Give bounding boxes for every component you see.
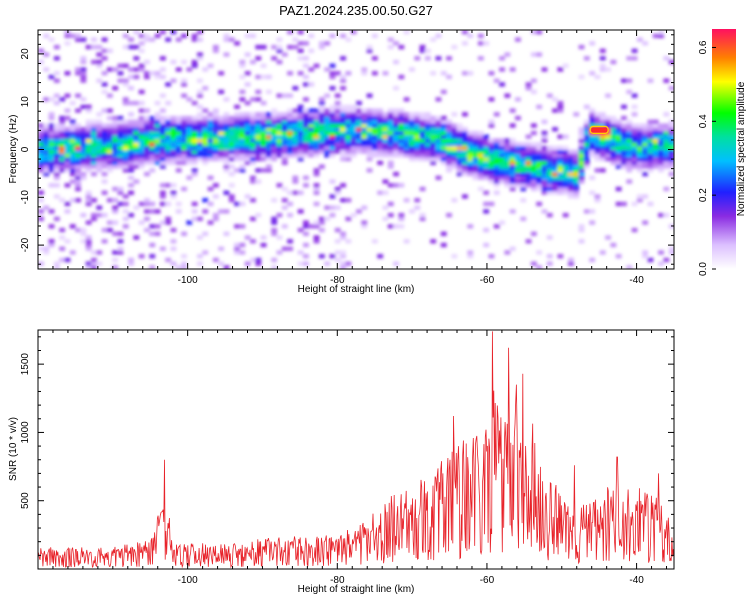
colorbar-axis: 0.0 0.2 0.4 0.6 — [698, 40, 716, 276]
snr-x-tick-label: -60 — [480, 575, 495, 586]
snr-panel: -100 -80 -60 -40 500 1000 1500 Height of strai… — [8, 329, 675, 595]
spectral-peak — [591, 127, 608, 133]
snr-series-line — [38, 331, 674, 569]
snr-x-tick-label: -80 — [330, 575, 345, 586]
colorbar: 0.0 0.2 0.4 0.6 Normalized spectral amplitu… — [698, 29, 747, 276]
snr-series-group — [38, 331, 674, 569]
colorbar-tick-label: 0.4 — [698, 114, 709, 128]
spectral-peak-halo — [589, 125, 609, 134]
colorbar-gradient — [712, 29, 736, 269]
spectrogram-y-axis-title: Frequency (Hz) — [8, 115, 19, 184]
snr-plot-area — [38, 330, 674, 569]
spectrogram-x-tick-label: -40 — [629, 275, 644, 286]
snr-y-tick-label: 500 — [20, 492, 31, 509]
spectrogram-x-tick-label: -100 — [178, 275, 198, 286]
spectrogram-cells — [38, 30, 674, 269]
snr-frame — [37, 329, 675, 570]
spectrogram-x-tick-label: -80 — [330, 275, 345, 286]
chart-title: PAZ1.2024.235.00.50.G27 — [279, 3, 433, 18]
snr-x-axis-title: Height of straight line (km) — [298, 584, 415, 595]
spectrogram-y-tick-label: 20 — [20, 48, 31, 60]
snr-x-tick-label: -100 — [178, 575, 198, 586]
colorbar-tick-label: 0.2 — [698, 188, 709, 202]
spectrogram-y-tick-label: -20 — [20, 237, 31, 252]
spectrogram-heatmap — [38, 30, 674, 269]
spectrogram-y-tick-label: 10 — [20, 96, 31, 108]
colorbar-tick-label: 0.6 — [698, 40, 709, 54]
snr-y-tick-label: 1000 — [20, 421, 31, 444]
snr-axes: -100 -80 -60 -40 500 1000 1500 — [20, 330, 674, 586]
spectrogram-y-tick-label: -10 — [20, 190, 31, 205]
spectrogram-y-tick-label: 0 — [20, 146, 31, 152]
colorbar-tick-label: 0.0 — [698, 262, 709, 276]
spectrogram-x-tick-label: -60 — [480, 275, 495, 286]
spectrogram-x-axis-title: Height of straight line (km) — [298, 284, 415, 295]
colorbar-title: Normalized spectral amplitude — [736, 81, 747, 216]
snr-y-tick-label: 1500 — [20, 353, 31, 376]
snr-y-axis-title: SNR (10 * v/v) — [8, 417, 19, 481]
snr-x-tick-label: -40 — [629, 575, 644, 586]
